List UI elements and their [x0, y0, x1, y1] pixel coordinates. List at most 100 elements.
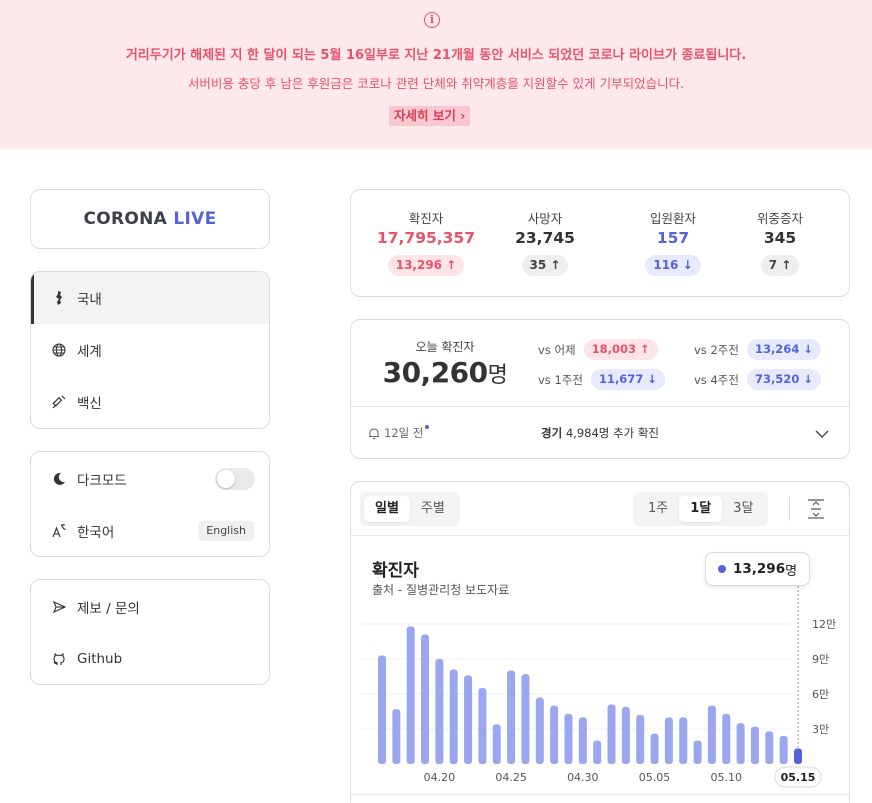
chart-bar [607, 704, 616, 764]
chart-bar [722, 713, 731, 764]
logo-text-corona: CORONA [83, 209, 174, 229]
stat-hospitalized: 입원환자 157 116 ↓ [618, 208, 728, 276]
language-switch-button[interactable]: English [198, 521, 254, 541]
chart-bar [378, 655, 386, 764]
cases-bar-chart: 12만 9만 6만 3만 04.20 04.25 04.30 05.05 05.10 05.15 [361, 586, 836, 788]
korea-map-icon [51, 290, 67, 306]
github-icon [51, 651, 67, 667]
tab-1-month[interactable]: 1달 [679, 496, 723, 522]
stat-value: 345 [763, 229, 797, 247]
language-label: 한국어 [77, 525, 115, 541]
chart-bar [564, 713, 573, 764]
globe-icon [51, 342, 67, 358]
cases-chart-card: 일별 주별 1주 1달 3달 확진자 출처 - 질병관리청 보도자료 12만 9만… [350, 481, 850, 803]
logo-card[interactable]: CORONA LIVE [30, 189, 270, 249]
y-tick-label: 3만 [812, 723, 829, 736]
toggle-knob [217, 470, 235, 488]
chart-bar [679, 717, 688, 764]
vs-value-badge: 73,520 ↓ [746, 369, 821, 390]
x-tick-label: 05.10 [711, 771, 743, 784]
nav-item-world[interactable]: 세계 [31, 324, 269, 376]
chart-bar [449, 669, 458, 764]
bell-icon [368, 427, 380, 440]
today-count: 30,260 [382, 356, 489, 389]
nav-label-vaccine: 백신 [77, 396, 102, 412]
stat-confirmed: 확진자 17,795,357 13,296 ↑ [371, 208, 481, 276]
stat-label: 확진자 [408, 211, 444, 226]
tab-1-week[interactable]: 1주 [648, 501, 669, 516]
x-tick-label: 05.05 [639, 771, 671, 784]
info-icon: i [424, 12, 440, 28]
period-toggle: 일별 주별 [360, 492, 460, 526]
vs-label: vs 2주전 [694, 342, 739, 357]
banner-more-link[interactable]: 자세히 보기 › [389, 106, 471, 126]
nav-item-domestic[interactable]: 국내 [31, 272, 269, 324]
tab-3-months[interactable]: 3달 [733, 501, 754, 516]
darkmode-toggle[interactable] [215, 468, 255, 490]
chart-bar [492, 724, 501, 764]
stat-delta-badge: 116 ↓ [645, 255, 701, 276]
vs-one-week: vs 1주전 11,677 ↓ [538, 369, 665, 390]
notice-banner: i 거리두기가 해제된 지 한 달이 되는 5월 16일부로 지난 21개월 동… [0, 0, 872, 149]
stat-value: 157 [656, 229, 690, 247]
vs-value-badge: 11,677 ↓ [590, 369, 665, 390]
vs-label: vs 4주전 [694, 372, 739, 387]
tab-weekly[interactable]: 주별 [420, 501, 445, 516]
range-toggle: 1주 1달 3달 [633, 492, 769, 526]
stat-critical: 위중증자 345 7 ↑ [725, 208, 835, 276]
stat-delta-badge: 7 ↑ [760, 255, 800, 276]
vs-value-badge: 18,003 ↑ [583, 339, 658, 360]
expand-vertical-icon[interactable] [807, 499, 825, 523]
chart-bar [765, 731, 774, 764]
today-cases-card: 오늘 확진자 30,260명 vs 어제 18,003 ↑ vs 2주전 13,… [350, 319, 850, 459]
stat-delta-badge: 13,296 ↑ [387, 255, 465, 276]
nav-item-vaccine[interactable]: 백신 [31, 376, 269, 428]
chart-bar [593, 740, 602, 764]
chevron-down-icon[interactable] [815, 424, 829, 443]
translate-icon [51, 523, 67, 539]
settings-card: 다크모드 한국어 English [30, 451, 270, 557]
stat-label: 사망자 [527, 211, 563, 226]
tab-daily[interactable]: 일별 [364, 496, 410, 522]
banner-subtext: 서버비용 충당 후 남은 후원금은 코로나 관련 단체와 취약계층을 지원할수 … [187, 76, 685, 91]
github-link[interactable]: Github [31, 633, 271, 685]
y-tick-label: 12만 [812, 618, 836, 631]
logo-text-live: LIVE [173, 209, 217, 229]
send-icon [51, 599, 67, 615]
chart-title: 확진자 [372, 561, 419, 581]
language-row: 한국어 English [31, 505, 271, 557]
today-value: 30,260명 [351, 356, 539, 389]
y-tick-label: 9만 [812, 653, 829, 666]
divider [351, 535, 849, 536]
chart-bar [406, 626, 415, 764]
stat-label: 입원환자 [649, 211, 696, 226]
report-link[interactable]: 제보 / 문의 [31, 581, 271, 633]
region-nav: 국내 세계 백신 [30, 271, 270, 429]
chart-bar [650, 733, 659, 764]
chart-source: 출처 - 질병관리청 보도자료 [372, 583, 510, 597]
chart-bar [664, 717, 673, 764]
stat-value: 17,795,357 [376, 229, 476, 247]
chart-bar [535, 697, 544, 764]
stat-delta-badge: 35 ↑ [521, 255, 569, 276]
vs-two-weeks: vs 2주전 13,264 ↓ [694, 339, 821, 360]
stat-value: 23,745 [515, 229, 575, 247]
x-tick-label: 05.15 [781, 771, 816, 784]
vs-label: vs 어제 [538, 342, 576, 357]
stat-label: 위중증자 [756, 211, 803, 226]
darkmode-row: 다크모드 [31, 453, 271, 505]
vs-four-weeks: vs 4주전 73,520 ↓ [694, 369, 821, 390]
tooltip-dot [718, 565, 726, 573]
news-region: 경기 [541, 426, 563, 440]
chart-bar [750, 726, 759, 764]
y-tick-label: 6만 [812, 688, 829, 701]
chart-bar [736, 723, 745, 764]
today-label: 오늘 확진자 [415, 340, 475, 354]
stat-deaths: 사망자 23,745 35 ↑ [490, 208, 600, 276]
chart-bar [794, 748, 802, 764]
new-indicator-dot [425, 425, 430, 429]
chart-bar [693, 740, 702, 764]
chart-bar [435, 659, 444, 764]
links-card: 제보 / 문의 Github [30, 579, 270, 685]
news-headline[interactable]: 경기 4,984명 추가 확진 [351, 425, 849, 441]
